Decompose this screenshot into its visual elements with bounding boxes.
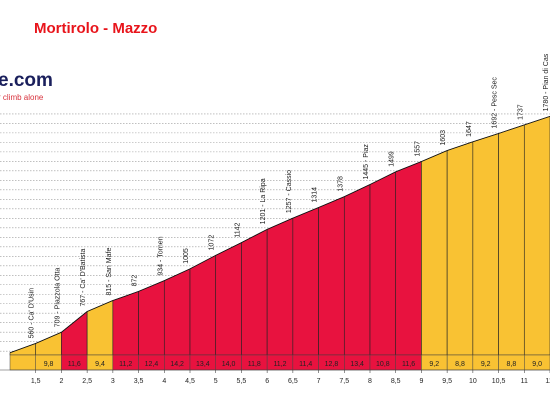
grade-cell	[9, 354, 36, 371]
point-label: 767 - Ca' D'Batista	[80, 248, 87, 306]
x-tick-label: 4,5	[185, 378, 195, 385]
grade-label: 9,2	[429, 361, 439, 368]
grade-label: 9,0	[532, 361, 542, 368]
point-label: 1737	[517, 104, 524, 120]
x-tick-label: 3	[111, 378, 115, 385]
point-label: 1780 - Pian di Cas	[543, 53, 550, 111]
profile-segment	[86, 300, 114, 356]
profile-segment	[498, 124, 525, 356]
brand-tagline: r climb alone	[0, 93, 44, 102]
profile-segment	[369, 171, 397, 356]
profile-segment	[292, 207, 319, 356]
x-tick-label: 6,5	[288, 378, 298, 385]
point-labels: 560 - Ca' D'Usin 709 - Piazzola Otta 767 -…	[29, 53, 550, 338]
profile-segment	[421, 150, 448, 356]
grade-label: 14,2	[170, 361, 184, 368]
grade-label: 9,8	[44, 361, 54, 368]
profile-segment	[35, 331, 62, 356]
x-tick-label: 9,5	[442, 378, 452, 385]
profile-segment	[472, 133, 499, 356]
x-tick-label: 5	[214, 378, 218, 385]
profile-segment	[343, 184, 371, 356]
profile-segment	[61, 310, 88, 356]
x-tick-label: 2,5	[82, 378, 92, 385]
grade-label: 8,8	[507, 361, 517, 368]
profile-segment	[112, 290, 139, 356]
x-tick-label: 6	[265, 378, 269, 385]
grade-label: 12,8	[325, 361, 339, 368]
point-label: 1201 - La Ripa	[260, 178, 267, 224]
point-label: 934 - Tornen	[157, 236, 164, 275]
point-label: 560 - Ca' D'Usin	[29, 288, 36, 339]
point-label: 1445 - Piaz	[363, 144, 370, 180]
x-axis: 1,5 2 2,5 3 3,5 4 4,5 5 5,5 6 6,5 7 7,5 8 8,5 9 9,5 10 10,…	[0, 369, 550, 385]
x-tick-label: 2	[59, 378, 63, 385]
profile-area	[9, 115, 550, 356]
profile-segment	[318, 196, 345, 356]
grade-label: 11,4	[299, 361, 312, 368]
brand-logo-text: e.com	[0, 70, 53, 91]
grade-label: 11,8	[248, 361, 261, 368]
grade-label: 11,2	[273, 361, 286, 368]
profile-segment	[446, 141, 474, 356]
point-label: 1072	[209, 235, 216, 251]
x-tick-label: 5,5	[237, 378, 247, 385]
x-tick-label: 8,5	[391, 378, 401, 385]
grade-label: 12,4	[145, 361, 159, 368]
point-label: 1142	[234, 222, 241, 237]
grade-label: 13,4	[350, 361, 364, 368]
x-tick-label: 3,5	[134, 378, 144, 385]
point-label: 872	[132, 275, 139, 287]
profile-segment	[138, 280, 165, 356]
point-label: 1692 - Pesc Sec	[492, 77, 499, 129]
profile-segment	[163, 268, 191, 356]
point-label: 1557	[414, 141, 421, 157]
x-tick-label: 4	[162, 378, 166, 385]
x-tick-label: 11,	[545, 378, 550, 385]
grade-label: 9,4	[95, 361, 105, 368]
grade-label: 11,2	[119, 361, 132, 368]
grade-band	[9, 354, 550, 371]
x-tick-label: 10,5	[492, 378, 506, 385]
profile-segment	[189, 254, 217, 356]
profile-segment	[523, 116, 550, 356]
grade-label: 8,8	[455, 361, 465, 368]
point-label: 1647	[466, 121, 473, 137]
point-label: 815 - San Mafe	[106, 248, 113, 296]
profile-segment	[241, 228, 268, 356]
x-tick-label: 7,5	[339, 378, 349, 385]
x-tick-label: 8	[368, 378, 372, 385]
point-label: 1378	[337, 176, 344, 192]
point-label: 709 - Piazzola Otta	[54, 268, 61, 328]
point-label: 1603	[440, 130, 447, 146]
x-tick-label: 1,5	[31, 378, 41, 385]
point-label: 1314	[312, 187, 319, 203]
grade-label: 11,6	[68, 361, 81, 368]
chart-title: Mortirolo - Mazzo	[34, 20, 157, 37]
point-label: 1499	[389, 151, 396, 167]
grade-labels: 9,8 11,6 9,4 11,2 12,4 14,2 13,4 14,0 11,8 11,2 11…	[44, 361, 542, 368]
grade-label: 10,8	[376, 361, 390, 368]
grade-label: 11,6	[402, 361, 415, 368]
x-tick-label: 9	[419, 378, 423, 385]
profile-line	[9, 115, 550, 354]
point-label: 1005	[183, 248, 190, 264]
x-tick-label: 11	[521, 378, 528, 385]
profile-segment	[215, 242, 242, 356]
profile-segment	[266, 217, 294, 356]
point-label: 1257 - Cassio	[286, 170, 293, 213]
profile-segment	[395, 161, 422, 356]
grade-label: 13,4	[196, 361, 210, 368]
grade-label: 14,0	[222, 361, 236, 368]
grade-label: 9,2	[481, 361, 491, 368]
x-tick-label: 7	[317, 378, 321, 385]
x-tick-label: 10	[469, 378, 477, 385]
